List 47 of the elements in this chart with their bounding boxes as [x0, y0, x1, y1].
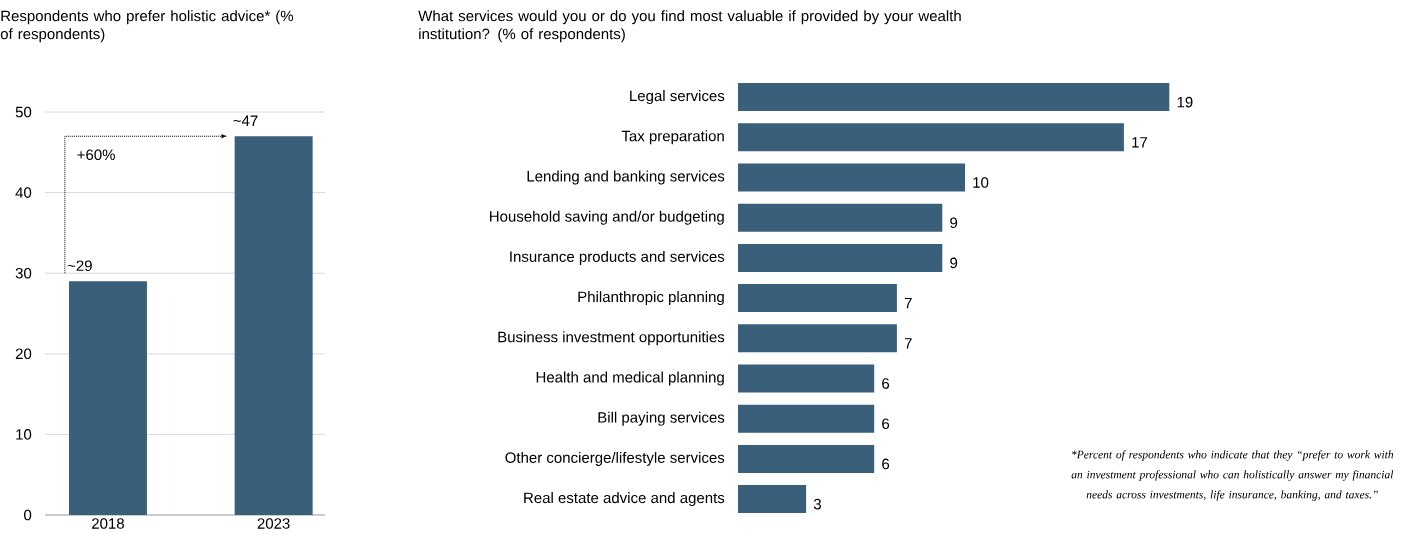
- data-label: 10: [973, 177, 989, 188]
- x-tick-label: 2018: [92, 518, 124, 529]
- y-tick-label: 50: [15, 106, 32, 118]
- data-label: 19: [1177, 96, 1193, 108]
- annotation: *Percent of respondents who indicate that they “prefer to work with an investment professional who can holistically answer my financial needs across investments, life insurance, banking, and taxes.”: [1071, 450, 1394, 501]
- data-label: ~47: [233, 115, 258, 126]
- y-tick-label: Lending and banking services: [527, 170, 725, 185]
- bar: [738, 444, 875, 473]
- bar: [738, 404, 875, 433]
- x-tick-label: 2023: [257, 518, 290, 529]
- data-label: 6: [882, 458, 890, 470]
- data-label: 7: [904, 338, 912, 349]
- y-tick-label: Tax preparation: [621, 130, 724, 145]
- y-tick-label: Household saving and/or budgeting: [490, 210, 724, 225]
- bar: [738, 203, 943, 232]
- bar: [738, 485, 807, 514]
- bar: [738, 364, 875, 393]
- data-label: 7: [904, 297, 912, 309]
- y-tick-label: Real estate advice and agents: [524, 492, 725, 507]
- bar: [738, 243, 943, 272]
- chart-title: What services would you or do you find most valuable if provided by your wealth institution? (% of respondents): [418, 10, 961, 43]
- bar: [738, 123, 1124, 152]
- y-tick-label: Legal services: [630, 90, 725, 105]
- bar: [738, 324, 897, 353]
- data-label: 9: [950, 257, 958, 269]
- data-label: ~29: [67, 260, 92, 271]
- y-tick-label: Insurance products and services: [510, 250, 725, 265]
- y-tick-label: 30: [15, 267, 32, 279]
- chart-title: Respondents who prefer holistic advice* (% of respondents): [0, 10, 294, 43]
- y-tick-label: Health and medical planning: [536, 371, 724, 386]
- y-tick-label: Philanthropic planning: [578, 291, 724, 306]
- data-label: 9: [950, 217, 958, 229]
- bar: [738, 83, 1170, 112]
- data-label: 6: [882, 378, 890, 389]
- data-label: 6: [882, 418, 890, 430]
- y-tick-label: Bill paying services: [598, 411, 725, 426]
- y-tick-label: Business investment opportunities: [498, 331, 725, 346]
- data-label: 3: [813, 498, 821, 510]
- y-tick-label: 10: [16, 429, 32, 440]
- y-tick-label: Other concierge/lifestyle services: [505, 451, 725, 466]
- y-tick-label: 20: [15, 348, 32, 360]
- y-tick-label: 0: [24, 509, 32, 521]
- bar: [738, 163, 966, 192]
- bar: [738, 284, 897, 313]
- annotation: +60%: [77, 149, 115, 161]
- y-tick-label: 40: [15, 187, 32, 198]
- data-label: 17: [1132, 137, 1148, 148]
